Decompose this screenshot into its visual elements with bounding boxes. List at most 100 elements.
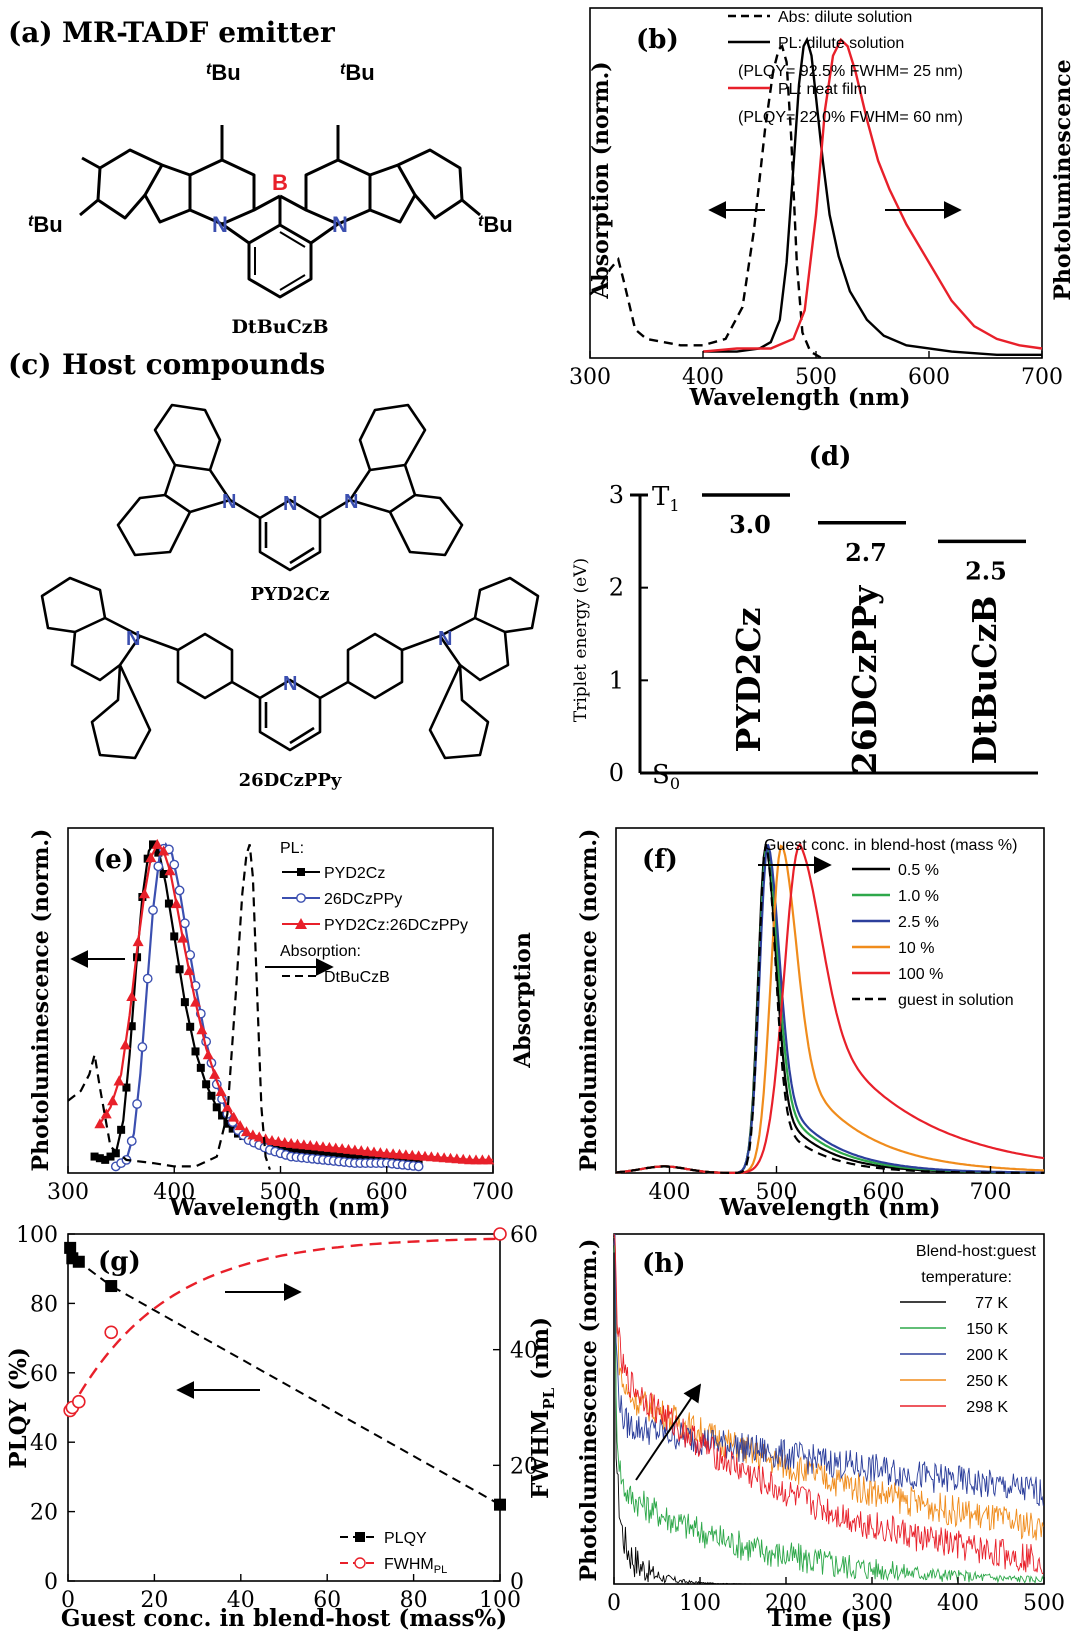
data-point bbox=[180, 998, 189, 1007]
panel-d-label: (d) bbox=[809, 442, 852, 472]
y-tick-label: 3 bbox=[609, 481, 624, 509]
nitrogen-atom: N bbox=[344, 491, 358, 513]
panel-f: 400 500 600 700 (f) Guest conc. in blend-host… bbox=[576, 827, 1045, 1221]
legend-marker bbox=[295, 918, 307, 929]
y-tick-label: 1 bbox=[609, 666, 624, 694]
arrow-up-icon bbox=[635, 1383, 702, 1481]
series-line bbox=[615, 842, 1045, 1175]
data-point bbox=[137, 1042, 148, 1052]
legend-label: (PLQY= 92.5% FWHM= 25 nm) bbox=[738, 63, 963, 80]
panel-a-title: MR-TADF emitter bbox=[62, 16, 336, 49]
data-point bbox=[313, 1149, 322, 1158]
plqy-data-point bbox=[494, 1498, 506, 1511]
pyd2cz-structure bbox=[116, 403, 464, 572]
data-point bbox=[106, 1152, 115, 1161]
data-point bbox=[127, 1022, 136, 1031]
compound-category-label: PYD2Cz bbox=[729, 608, 768, 753]
plot-frame bbox=[67, 1233, 501, 1582]
data-point bbox=[151, 838, 163, 849]
data-point bbox=[324, 1150, 333, 1159]
data-point bbox=[266, 1134, 278, 1145]
data-point bbox=[126, 1136, 137, 1146]
legend-label: 150 K bbox=[966, 1321, 1008, 1338]
legend-label: FWHMPL bbox=[384, 1556, 447, 1576]
data-point bbox=[148, 905, 158, 916]
t1-subscript: 1 bbox=[669, 496, 679, 515]
y-axis-label: Photoluminescence (norm.) bbox=[576, 829, 602, 1172]
legend-label: 100 % bbox=[898, 966, 943, 983]
svg-text:tBu: tBu bbox=[478, 212, 513, 237]
y-axis-label-right: Photoluminescence bbox=[1050, 59, 1076, 300]
x-tick-label: 400 bbox=[682, 365, 724, 390]
legend-marker bbox=[354, 1557, 366, 1569]
data-point bbox=[196, 1024, 208, 1035]
triplet-value-label: 2.5 bbox=[965, 556, 1007, 585]
data-point bbox=[221, 1101, 233, 1112]
legend-label: guest in solution bbox=[898, 992, 1014, 1009]
legend-label: PLQY bbox=[384, 1530, 427, 1547]
data-point bbox=[218, 1111, 227, 1120]
legend-label: PYD2Cz bbox=[324, 865, 385, 882]
plqy-data-point bbox=[105, 1280, 118, 1293]
x-tick-label: 0 bbox=[607, 1591, 621, 1616]
data-point bbox=[350, 1153, 359, 1162]
series-line bbox=[98, 842, 493, 1162]
data-point bbox=[234, 1120, 246, 1131]
legend-marker bbox=[355, 1532, 365, 1542]
x-tick-label: 100 bbox=[679, 1591, 721, 1616]
panel-b-label: (b) bbox=[636, 25, 679, 55]
panel-c-title: Host compounds bbox=[62, 348, 325, 381]
x-tick-label: 400 bbox=[153, 1180, 195, 1205]
data-point bbox=[122, 1083, 131, 1092]
legend-title: Blend-host:guest bbox=[916, 1243, 1037, 1260]
y-tick-label-right: 60 bbox=[510, 1223, 538, 1248]
legend-label: PYD2Cz:26DCzPPy bbox=[324, 917, 468, 934]
panel-g-label: (g) bbox=[98, 1247, 141, 1277]
data-point bbox=[361, 1154, 370, 1163]
data-point bbox=[174, 885, 185, 896]
x-tick-label: 60 bbox=[313, 1588, 341, 1613]
data-point bbox=[170, 932, 179, 941]
x-tick-label: 500 bbox=[795, 365, 837, 390]
y-tick-label-right: 0 bbox=[510, 1570, 524, 1595]
fwhm-data-point bbox=[104, 1325, 118, 1340]
charts: 300 400 500 600 700(b)Abs: dilute solutionPL… bbox=[5, 7, 1076, 1632]
decay-trace bbox=[613, 1235, 1044, 1541]
y-tick-label: 40 bbox=[30, 1431, 58, 1456]
legend-label: 250 K bbox=[966, 1373, 1008, 1390]
data-point bbox=[164, 899, 173, 908]
s0-level-label: S0 bbox=[652, 760, 680, 793]
data-point bbox=[139, 888, 150, 899]
tbu-prefix: t bbox=[206, 61, 212, 78]
nitrogen-atom-left: N bbox=[212, 212, 228, 237]
nitrogen-atom: N bbox=[126, 628, 140, 650]
data-point bbox=[228, 1111, 240, 1122]
y-tick-label: 60 bbox=[30, 1362, 58, 1387]
x-tick-label: 500 bbox=[1023, 1591, 1065, 1616]
x-tick-label: 100 bbox=[479, 1588, 521, 1613]
legend-label: 0.5 % bbox=[898, 862, 939, 879]
data-point bbox=[94, 1118, 106, 1129]
legend-title: PL: bbox=[280, 840, 304, 857]
data-point bbox=[202, 1049, 214, 1060]
nitrogen-atom: N bbox=[283, 673, 297, 695]
legend-title: temperature: bbox=[921, 1269, 1012, 1286]
panel-a-label: (a) bbox=[8, 16, 53, 49]
data-point bbox=[159, 870, 168, 878]
y-axis-label: Photoluminescence (norm.) bbox=[28, 829, 54, 1172]
x-tick-label: 700 bbox=[472, 1180, 514, 1205]
plqy-trend-line bbox=[69, 1247, 501, 1506]
svg-text:tBu: tBu bbox=[28, 212, 63, 237]
data-point bbox=[212, 1103, 221, 1112]
series-line bbox=[703, 36, 1042, 356]
data-point bbox=[153, 861, 164, 872]
x-axis-label: Wavelength (nm) bbox=[168, 1194, 390, 1221]
compound-name-dtbuczb: DtBuCzB bbox=[231, 316, 328, 338]
data-point bbox=[90, 1152, 99, 1161]
nitrogen-atom: N bbox=[222, 491, 236, 513]
series-line bbox=[615, 844, 1044, 1175]
data-point bbox=[483, 1154, 495, 1165]
data-point bbox=[132, 1099, 142, 1109]
tbu-prefix: t bbox=[28, 213, 34, 230]
